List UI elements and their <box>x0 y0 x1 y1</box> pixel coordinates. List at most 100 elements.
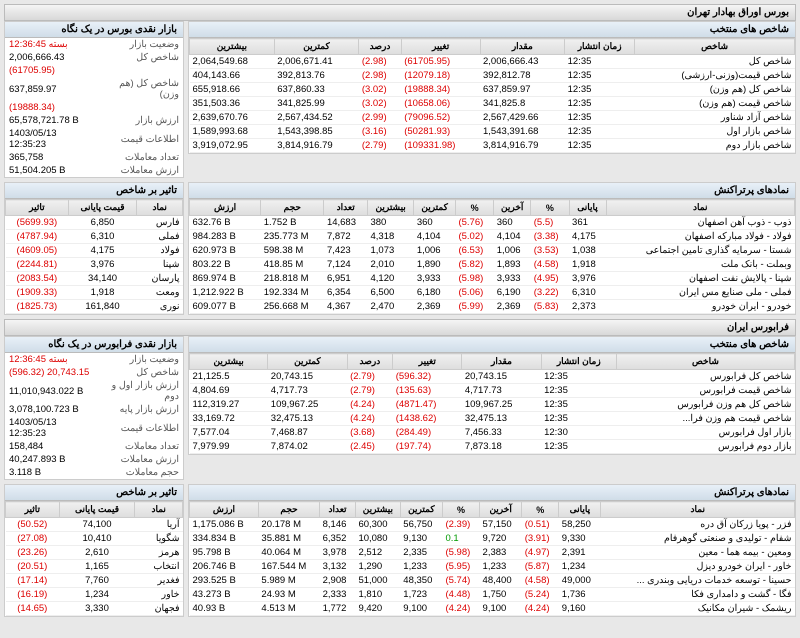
table-row[interactable]: ومعت1,918(1909.33) <box>6 286 183 300</box>
table-row[interactable]: فغدیر7,760(17.14) <box>6 574 183 588</box>
cell: 256.668 M <box>261 300 324 314</box>
cell: (19888.34) <box>401 83 480 97</box>
cell: شاخص قیمت هم وزن فرا... <box>616 412 794 426</box>
cell: (1909.33) <box>6 286 69 300</box>
table-row[interactable]: پارسان34,140(2083.54) <box>6 272 183 286</box>
cell: 341,825.8 <box>480 97 565 111</box>
col-header: نماد <box>606 200 794 216</box>
tse-active-title: نمادهای پرتراکنش <box>189 183 795 199</box>
cell: 380 <box>367 216 413 230</box>
table-row[interactable]: فگا - گشت‌ و‌ دامداری فکا1,736(5.24)1,75… <box>190 588 795 602</box>
cell: 9,330 <box>559 532 601 546</box>
cell: (2.98) <box>359 55 401 69</box>
table-row[interactable]: فجهان3,330(14.65) <box>6 602 183 616</box>
table-row[interactable]: شفام - تولیدی و صنعتی گوهرفام9,330(3.91)… <box>190 532 795 546</box>
cell: ریشمک - شیران مکانیک <box>601 602 795 616</box>
tse-effect-title: تاثیر بر شاخص <box>5 183 183 199</box>
col-header: تغییر <box>393 354 462 370</box>
table-row[interactable]: شاخص بازار اول12:351,543,391.68(50281.93… <box>190 125 795 139</box>
table-row[interactable]: حسینا - توسعه خدمات دریایی وبندری ...49,… <box>190 574 795 588</box>
table-row[interactable]: هرمز2,610(23.26) <box>6 546 183 560</box>
table-row[interactable]: فولاد4,175(4609.05) <box>6 244 183 258</box>
table-row[interactable]: شاخص كل (هم وزن)12:35637,859.97(19888.34… <box>190 83 795 97</box>
col-header: کمترین <box>268 354 347 370</box>
cell: 1,038 <box>569 244 606 258</box>
label: ارزش بازار پایه <box>97 403 183 416</box>
table-row[interactable]: شاخص کل فرابورس12:3520,743.15(596.32)(2.… <box>190 370 795 384</box>
table-row[interactable]: خودرو - ایران‌ خودرو2,373(5.83)2,369(5.9… <box>190 300 795 314</box>
cell: (17.14) <box>6 574 60 588</box>
table-row[interactable]: وبملت - بانک ملت1,918(4.58)1,893(5.82)1,… <box>190 258 795 272</box>
table-row[interactable]: فولاد - فولاد مبارکه اصفهان4,175(3.38)4,… <box>190 230 795 244</box>
table-row[interactable]: شگویا10,410(27.08) <box>6 532 183 546</box>
cell: 334.834 B <box>190 532 259 546</box>
table-row[interactable]: شستا - سرمایه گذاری تامین اجتماعی1,038(3… <box>190 244 795 258</box>
table-row[interactable]: بازار دوم فرابورس12:357,873.18(197.74)(2… <box>190 440 795 454</box>
label <box>98 64 183 77</box>
cell: وبملت - بانک ملت <box>606 258 794 272</box>
cell: 3,814,916.79 <box>274 139 359 153</box>
cell: (14.65) <box>6 602 60 616</box>
cell: (4787.94) <box>6 230 69 244</box>
col-header: ارزش <box>190 502 259 518</box>
label: اطلاعات قیمت <box>97 416 183 440</box>
cell: 418.85 M <box>261 258 324 272</box>
cell: 35.881 M <box>258 532 319 546</box>
cell: شاخص کل هم وزن فرابورس <box>616 398 794 412</box>
cell: 7,456.33 <box>462 426 541 440</box>
cell: 5.989 M <box>258 574 319 588</box>
table-row[interactable]: شپنا3,976(2244.81) <box>6 258 183 272</box>
table-row[interactable]: ومعین - بیمه هما - معین2,391(4.97)2,383(… <box>190 546 795 560</box>
table-row[interactable]: فملی - ملی‌ صنایع‌ مس‌ ایران‌6,310(3.22)… <box>190 286 795 300</box>
table-row[interactable]: شاخص بازار دوم12:353,814,916.79(109331.9… <box>190 139 795 153</box>
table-row[interactable]: بازار اول فرابورس12:307,456.33(284.49)(3… <box>190 426 795 440</box>
cell: خاور - ایران خودرو دیزل <box>601 560 795 574</box>
cell: 4,717.73 <box>462 384 541 398</box>
cell: 1,750 <box>480 588 522 602</box>
table-row[interactable]: ذوب - ذوب آهن اصفهان361(5.5)360(5.76)360… <box>190 216 795 230</box>
cell: 2,010 <box>367 258 413 272</box>
cell: (5.99) <box>455 300 493 314</box>
cell: 1,918 <box>68 286 137 300</box>
value: بسته 12:36:45 <box>5 38 98 51</box>
table-row[interactable]: خاور - ایران خودرو دیزل1,234(5.87)1,233(… <box>190 560 795 574</box>
cell: 4,104 <box>414 230 456 244</box>
cell: (4.58) <box>522 574 559 588</box>
cell: (5.82) <box>455 258 493 272</box>
table-row[interactable]: ریشمک - شیران مکانیک9,160(4.24)9,100(4.2… <box>190 602 795 616</box>
table-row[interactable]: خاور1,234(16.19) <box>6 588 183 602</box>
table-row[interactable]: شاخص کل هم وزن فرابورس12:35109,967.25(48… <box>190 398 795 412</box>
ifb-indices-title: شاخص های منتخب <box>189 337 795 353</box>
table-row[interactable]: شپنا - پالایش نفت اصفهان3,976(4.95)3,933… <box>190 272 795 286</box>
table-row[interactable]: شاخص قیمت فرابورس12:354,717.73(135.63)(2… <box>190 384 795 398</box>
cell: (50281.93) <box>401 125 480 139</box>
table-row[interactable]: نوری161,840(1825.73) <box>6 300 183 314</box>
table-row[interactable]: شاخص آزاد شناور12:352,567,429.66(79096.5… <box>190 111 795 125</box>
col-header: تاثیر <box>6 200 69 216</box>
ifb-active-title: نمادهای پرتراکنش <box>189 485 795 501</box>
cell: شاخص بازار دوم <box>635 139 795 153</box>
value: 1403/05/13 12:35:23 <box>5 416 97 440</box>
cell: 9,100 <box>480 602 522 616</box>
col-header: آخرین <box>480 502 522 518</box>
table-row[interactable]: شاخص قیمت (هم وزن)12:35341,825.8(10658.0… <box>190 97 795 111</box>
cell: خاور <box>135 588 183 602</box>
table-row[interactable]: آریا74,100(50.52) <box>6 518 183 532</box>
table-row[interactable]: شاخص كل12:352,006,666.43(61705.95)(2.98)… <box>190 55 795 69</box>
table-row[interactable]: فملی6,310(4787.94) <box>6 230 183 244</box>
cell: 1,543,391.68 <box>480 125 565 139</box>
table-row[interactable]: فزر - پویا زرکان آق دره58,250(0.51)57,15… <box>190 518 795 532</box>
cell: فملی <box>137 230 183 244</box>
col-header: زمان انتشار <box>565 39 635 55</box>
table-row[interactable]: شاخص قیمت هم وزن فرا...12:3532,475.13(14… <box>190 412 795 426</box>
cell: 12:35 <box>541 412 616 426</box>
cell: بازار اول فرابورس <box>616 426 794 440</box>
ifb-effect-title: تاثیر بر شاخص <box>5 485 183 501</box>
table-row[interactable]: فارس6,850(5699.93) <box>6 216 183 230</box>
table-row[interactable]: شاخص قیمت(وزنی-ارزشی)12:35392,812.78(120… <box>190 69 795 83</box>
table-row[interactable]: انتخاب1,165(20.51) <box>6 560 183 574</box>
cell: (4.24) <box>522 602 559 616</box>
cell: فولاد <box>137 244 183 258</box>
cell: فجهان <box>135 602 183 616</box>
cell: (2.79) <box>347 384 393 398</box>
